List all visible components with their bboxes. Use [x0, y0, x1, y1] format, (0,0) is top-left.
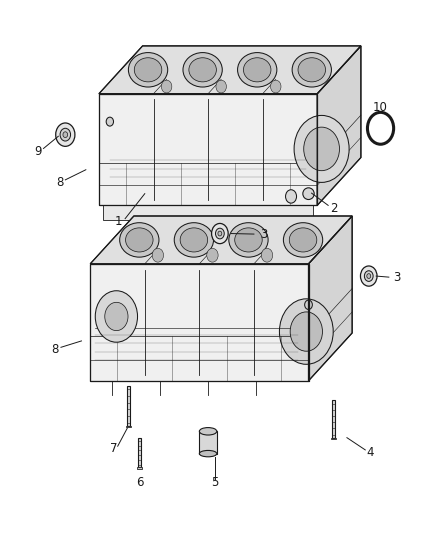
Polygon shape	[90, 264, 308, 381]
Circle shape	[279, 299, 333, 365]
Ellipse shape	[128, 53, 168, 87]
Text: 5: 5	[211, 477, 218, 489]
Circle shape	[305, 300, 312, 310]
Text: 10: 10	[373, 101, 388, 114]
Text: 1: 1	[115, 215, 122, 228]
Ellipse shape	[180, 228, 208, 252]
Circle shape	[161, 80, 172, 93]
Circle shape	[60, 128, 71, 141]
Ellipse shape	[244, 58, 271, 82]
Bar	[138, 438, 141, 467]
Circle shape	[56, 123, 75, 147]
Circle shape	[218, 231, 222, 236]
Circle shape	[63, 132, 67, 138]
Circle shape	[364, 271, 373, 281]
Polygon shape	[308, 216, 352, 381]
Ellipse shape	[174, 223, 214, 257]
Ellipse shape	[292, 53, 332, 87]
Circle shape	[367, 273, 371, 278]
Bar	[137, 467, 142, 469]
Circle shape	[261, 248, 273, 262]
Circle shape	[95, 290, 138, 342]
Circle shape	[212, 223, 228, 244]
Circle shape	[360, 266, 377, 286]
Ellipse shape	[298, 58, 325, 82]
Ellipse shape	[237, 53, 277, 87]
Text: 9: 9	[34, 145, 42, 158]
Polygon shape	[99, 46, 361, 94]
Ellipse shape	[189, 58, 216, 82]
Ellipse shape	[120, 223, 159, 257]
Circle shape	[290, 312, 322, 351]
Bar	[332, 400, 335, 438]
Ellipse shape	[235, 228, 262, 252]
Polygon shape	[90, 216, 352, 264]
Circle shape	[294, 116, 349, 182]
Text: 2: 2	[330, 202, 337, 215]
Text: 4: 4	[366, 446, 373, 459]
Bar	[199, 431, 217, 454]
Circle shape	[216, 80, 226, 93]
Ellipse shape	[134, 58, 162, 82]
Ellipse shape	[303, 188, 314, 199]
Text: 7: 7	[110, 442, 117, 455]
Text: 6: 6	[136, 477, 143, 489]
Ellipse shape	[229, 223, 268, 257]
Text: 3: 3	[260, 228, 268, 240]
Ellipse shape	[199, 450, 217, 457]
Circle shape	[207, 248, 218, 262]
Circle shape	[152, 248, 163, 262]
Circle shape	[105, 302, 128, 330]
Polygon shape	[317, 46, 361, 205]
Circle shape	[215, 228, 224, 239]
Bar	[126, 426, 131, 427]
Polygon shape	[99, 94, 317, 205]
Ellipse shape	[283, 223, 323, 257]
Circle shape	[271, 80, 281, 93]
Circle shape	[304, 127, 339, 171]
Text: 8: 8	[52, 343, 59, 357]
Text: 8: 8	[56, 176, 64, 189]
Bar	[127, 386, 131, 426]
Text: 3: 3	[394, 271, 401, 284]
Bar	[103, 205, 313, 220]
Ellipse shape	[183, 53, 222, 87]
Circle shape	[106, 117, 113, 126]
Ellipse shape	[199, 427, 217, 435]
Ellipse shape	[126, 228, 153, 252]
Bar	[331, 438, 336, 439]
Ellipse shape	[289, 228, 317, 252]
Circle shape	[286, 190, 297, 203]
